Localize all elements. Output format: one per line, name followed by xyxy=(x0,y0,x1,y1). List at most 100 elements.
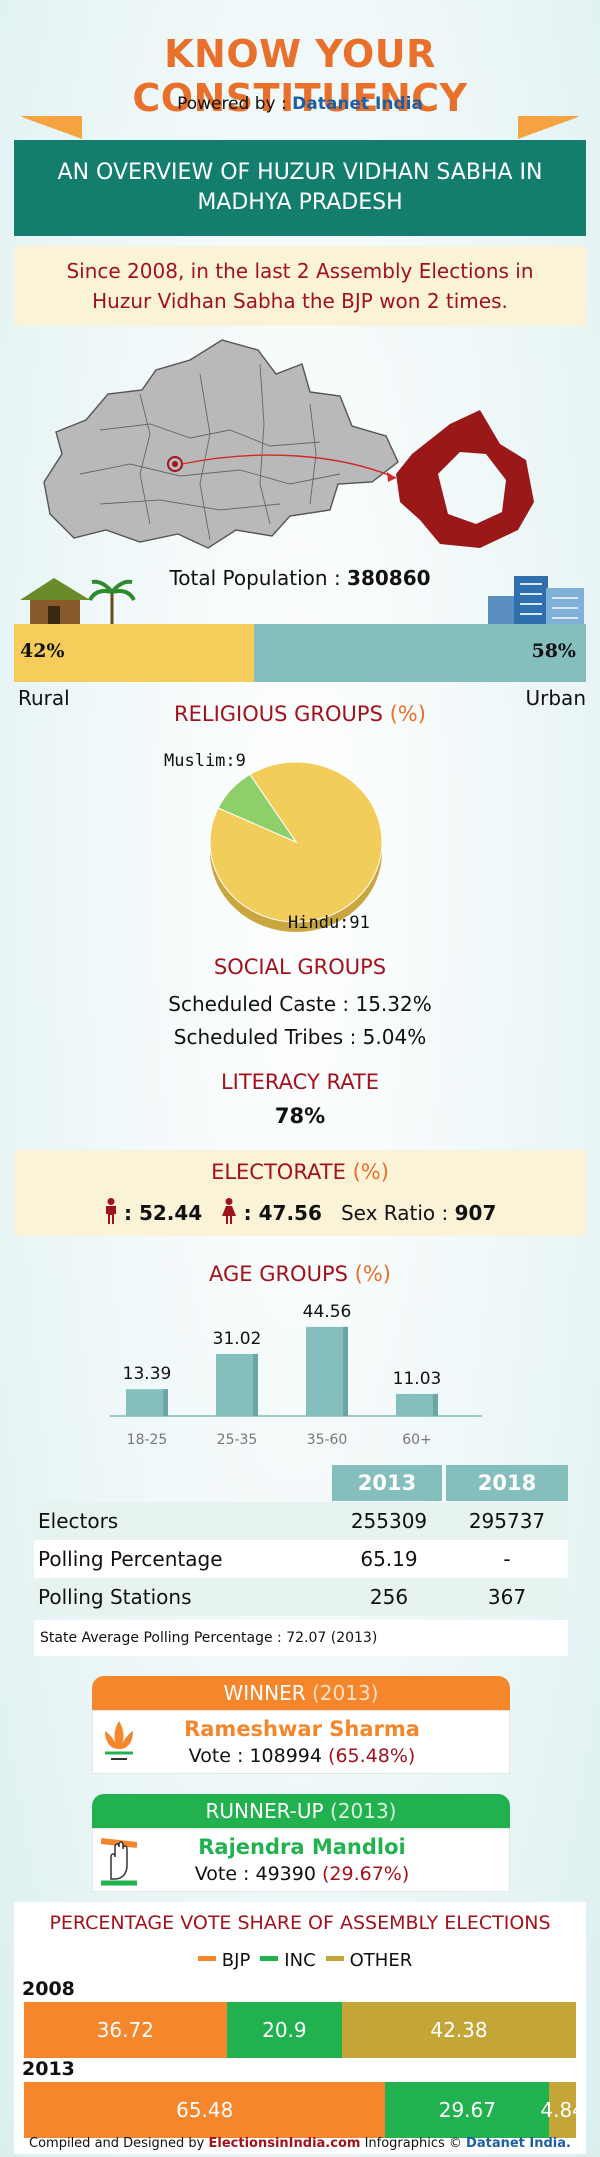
rural-hut-icon xyxy=(20,578,136,624)
map-pointer-arrow-icon xyxy=(387,472,396,482)
pie-slice-muslim xyxy=(217,773,298,844)
age-bar-edge-18-25 xyxy=(163,1389,168,1416)
religious-groups-title: RELIGIOUS GROUPS (%) xyxy=(0,702,600,726)
pie-label-muslim: Muslim:9 xyxy=(164,751,246,771)
electorate-unit: (%) xyxy=(352,1160,389,1184)
age-value-label-25-35: 31.02 xyxy=(213,1329,262,1349)
scheduled-caste-value: 15.32% xyxy=(355,992,432,1016)
age-bar-35-60 xyxy=(306,1326,348,1416)
electorate-row: : 52.44 : 47.56 Sex Ratio : 907 xyxy=(14,1198,586,1225)
winner-vote-label: Vote : xyxy=(188,1745,244,1767)
table-body: Electors 255309 295737 Polling Percentage 65… xyxy=(34,1502,568,1616)
vote-share-segment-bjp-2013: 65.48 xyxy=(24,2082,386,2138)
age-groups-bar-chart: 13.39 18-25 31.02 25-35 44.56 35-60 11.03 60+ xyxy=(110,1302,482,1448)
urban-pct: 58% xyxy=(531,640,576,662)
religion-pie-chart: Hindu:91 Muslim:9 xyxy=(164,751,383,933)
table-row: Electors 255309 295737 xyxy=(34,1502,568,1540)
vote-share-segment-other-2008: 42.38 xyxy=(342,2002,576,2058)
page-title: KNOW YOUR CONSTITUENCY xyxy=(132,32,468,120)
age-bar-edge-25-35 xyxy=(253,1353,258,1416)
age-value-label-18-25: 13.39 xyxy=(123,1364,172,1384)
runner-up-name: Rajendra Mandloi xyxy=(198,1835,406,1859)
vote-share-year-2008: 2008 xyxy=(22,1978,75,2000)
legend-swatch-bjp xyxy=(197,1956,216,1961)
vote-share-year-2013: 2013 xyxy=(22,2058,75,2080)
footer-prefix: Compiled and Designed by xyxy=(29,2136,205,2151)
table-cell-v2013: 65.19 xyxy=(360,1547,418,1571)
winner-title: WINNER xyxy=(223,1681,306,1705)
age-category-label-60+: 60+ xyxy=(402,1432,432,1448)
table-cell-v2013: 256 xyxy=(369,1585,409,1609)
runner-up-year: (2013) xyxy=(329,1799,397,1823)
vote-share-bar-2008: 36.72 20.9 42.38 xyxy=(24,2002,576,2058)
electorate-title: ELECTORATE (%) xyxy=(14,1160,586,1184)
male-icon xyxy=(105,1198,116,1224)
inc-hand-icon xyxy=(101,1838,137,1886)
age-bar-18-25 xyxy=(126,1389,168,1416)
total-population-value: 380860 xyxy=(347,566,431,590)
urban-bar: 58% xyxy=(254,624,586,682)
sex-ratio-value: 907 xyxy=(454,1201,497,1225)
table-cell-label: Polling Stations xyxy=(38,1585,192,1609)
table-cell-v2013: 255309 xyxy=(350,1509,428,1533)
age-title-text: AGE GROUPS xyxy=(208,1262,348,1286)
winner-votes: 108994 xyxy=(249,1745,322,1767)
ribbon-right-decoration xyxy=(518,116,578,140)
winner-year: (2013) xyxy=(311,1681,379,1705)
year-2013-header: 2013 xyxy=(332,1465,442,1501)
vote-share-title: PERCENTAGE VOTE SHARE OF ASSEMBLY ELECTI… xyxy=(49,1912,551,1934)
table-row: Polling Stations 256 367 xyxy=(34,1578,568,1616)
winner-vote: Vote : 108994 (65.48%) xyxy=(93,1745,511,1767)
table-cell-v2018: - xyxy=(503,1547,511,1571)
vote-share-section: PERCENTAGE VOTE SHARE OF ASSEMBLY ELECTI… xyxy=(14,1902,586,2154)
legend-swatch-other xyxy=(325,1956,344,1961)
age-bar-25-35 xyxy=(216,1353,258,1416)
winner-name: Rameshwar Sharma xyxy=(184,1717,420,1741)
runner-up-vote-label: Vote : xyxy=(194,1863,250,1885)
elections-table: 2013 2018 Electors 255309 295737 Polling Pe… xyxy=(34,1464,568,1616)
vote-share-segment-inc-2008: 20.9 xyxy=(226,2002,343,2058)
age-bar-edge-60+ xyxy=(433,1393,438,1416)
powered-by: Powered by : Datanet India xyxy=(0,94,600,114)
age-unit: (%) xyxy=(354,1262,391,1286)
rural-bar: 42% xyxy=(14,624,255,682)
scheduled-caste-label: Scheduled Caste : xyxy=(168,992,350,1016)
footer-datanet-link[interactable]: Datanet India. xyxy=(466,2136,571,2151)
legend-label-bjp: BJP xyxy=(221,1950,251,1971)
age-value-label-60+: 11.03 xyxy=(393,1369,442,1389)
vote-share-segment-bjp-2008: 36.72 xyxy=(24,2002,227,2058)
legend-swatch-inc xyxy=(260,1956,279,1961)
runner-up-votes: 49390 xyxy=(255,1863,316,1885)
social-groups-title: SOCIAL GROUPS xyxy=(213,955,387,979)
scheduled-caste-row: Scheduled Caste : 15.32% xyxy=(0,988,600,1021)
urban-label: Urban xyxy=(525,686,587,710)
religious-title-text: RELIGIOUS GROUPS xyxy=(174,702,383,726)
age-category-label-18-25: 18-25 xyxy=(127,1432,168,1448)
runner-up-title: RUNNER-UP xyxy=(205,1799,324,1823)
footer-electionsinindia-link[interactable]: ElectionsinIndia.com xyxy=(208,2136,361,2151)
winner-pct: (65.48%) xyxy=(328,1745,416,1767)
vote-share-segment-inc-2013: 29.67 xyxy=(385,2082,550,2138)
vote-share-legend: BJP INC OTHER xyxy=(14,1950,586,1971)
runner-up-header: RUNNER-UP (2013) xyxy=(92,1794,510,1828)
rural-pct: 42% xyxy=(20,640,65,662)
legend-label-other: OTHER xyxy=(349,1950,413,1971)
pie-label-hindu: Hindu:91 xyxy=(288,913,370,933)
map-pointer-line xyxy=(181,454,397,479)
table-row: Polling Percentage 65.19 - xyxy=(34,1540,568,1578)
vote-share-bar-2013: 65.48 29.67 4.84 xyxy=(24,2082,585,2138)
runner-up-pct: (29.67%) xyxy=(322,1863,410,1885)
footer-mid: Infographics © xyxy=(364,2136,462,2151)
age-bar-60+ xyxy=(396,1393,438,1416)
powered-brand[interactable]: Datanet India xyxy=(292,94,423,114)
state-average-polling: State Average Polling Percentage : 72.07… xyxy=(34,1620,568,1656)
age-groups-title: AGE GROUPS (%) xyxy=(0,1262,600,1286)
electorate-box: ELECTORATE (%) : 52.44 : 47.56 Sex Ratio… xyxy=(14,1150,586,1236)
runner-up-vote: Vote : 49390 (29.67%) xyxy=(93,1863,511,1885)
social-groups-values: Scheduled Caste : 15.32% Scheduled Tribe… xyxy=(0,988,600,1054)
table-cell-label: Polling Percentage xyxy=(38,1547,223,1571)
legend-label-inc: INC xyxy=(284,1950,316,1971)
powered-prefix: Powered by : xyxy=(177,94,287,114)
male-electorate-value: : 52.44 xyxy=(123,1201,203,1225)
summary-box: Since 2008, in the last 2 Assembly Elect… xyxy=(14,246,586,326)
